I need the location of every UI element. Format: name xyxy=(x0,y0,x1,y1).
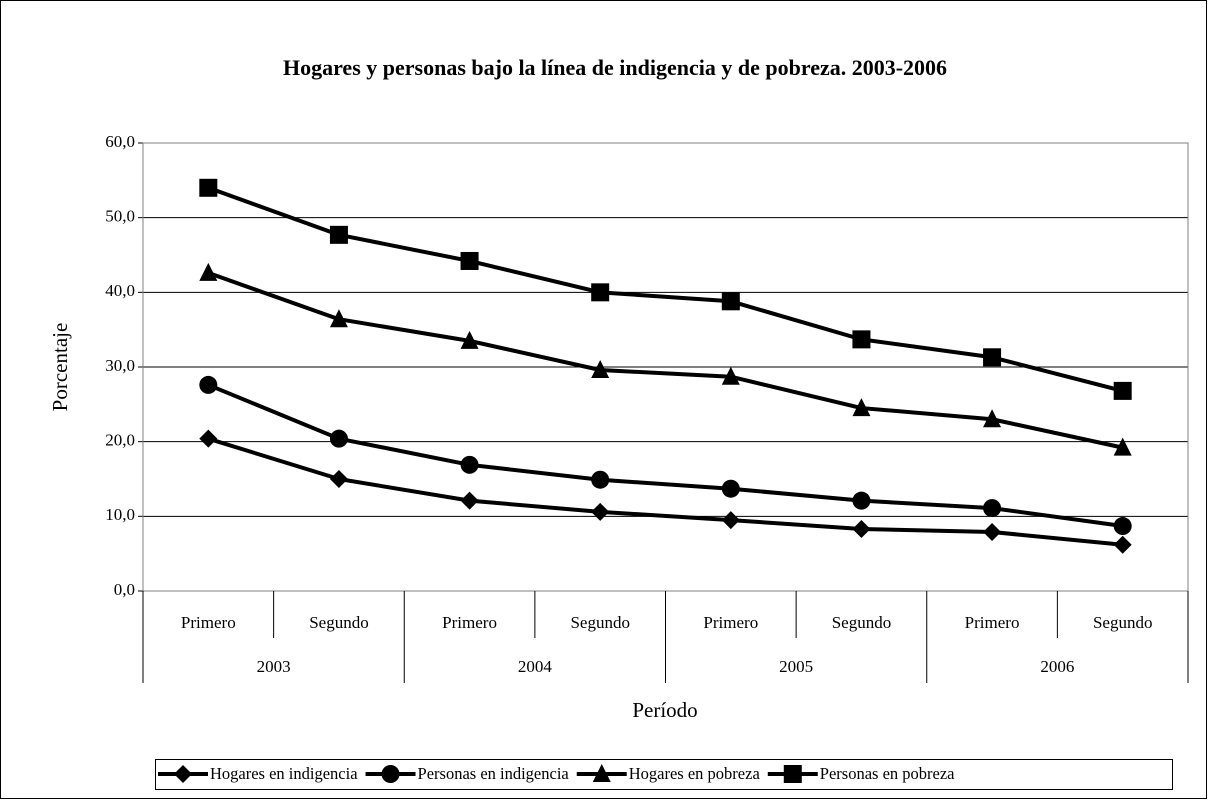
marker xyxy=(460,455,479,474)
marker xyxy=(591,359,610,378)
marker xyxy=(721,511,740,530)
x-tick-label: Segundo xyxy=(832,613,892,632)
y-axis-label: Porcentaje xyxy=(48,323,72,412)
marker xyxy=(199,262,218,281)
marker xyxy=(591,502,610,521)
legend-marker xyxy=(783,765,802,783)
x-tick-label: Segundo xyxy=(309,613,369,632)
marker xyxy=(199,375,218,394)
x-tick-label: Primero xyxy=(965,613,1020,632)
y-tick-label: 0,0 xyxy=(114,580,135,599)
x-group-label: 2005 xyxy=(779,657,813,676)
marker xyxy=(329,309,348,328)
x-group-label: 2004 xyxy=(518,657,553,676)
x-tick-label: Segundo xyxy=(1093,613,1153,632)
marker xyxy=(1113,437,1132,456)
x-axis-label: Período xyxy=(632,698,697,722)
marker xyxy=(852,330,871,349)
marker xyxy=(329,225,348,244)
x-group-label: 2003 xyxy=(257,657,291,676)
marker xyxy=(329,429,348,448)
marker xyxy=(983,348,1002,367)
marker xyxy=(1113,517,1132,536)
legend-label: Hogares en indigencia xyxy=(210,764,358,783)
series-line xyxy=(207,271,1124,450)
legend-label: Hogares en pobreza xyxy=(629,764,761,783)
marker xyxy=(983,409,1002,428)
legend-label: Personas en indigencia xyxy=(418,764,570,783)
series-line xyxy=(207,185,1124,393)
y-tick-label: 20,0 xyxy=(105,431,135,450)
marker xyxy=(460,251,479,270)
x-tick-label: Segundo xyxy=(570,613,630,632)
marker xyxy=(1113,381,1132,400)
x-group-label: 2006 xyxy=(1040,657,1074,676)
legend-label: Personas en pobreza xyxy=(820,764,955,783)
series-line xyxy=(207,383,1123,529)
marker xyxy=(983,523,1002,542)
marker xyxy=(199,178,218,197)
marker xyxy=(591,470,610,489)
marker xyxy=(852,491,871,510)
x-tick-label: Primero xyxy=(703,613,758,632)
x-tick-label: Primero xyxy=(181,613,236,632)
marker xyxy=(721,479,740,498)
marker xyxy=(329,470,348,488)
marker xyxy=(852,520,871,539)
x-tick-label: Primero xyxy=(442,613,497,632)
chart-title: Hogares y personas bajo la línea de indi… xyxy=(283,55,947,80)
y-tick-label: 60,0 xyxy=(105,132,135,151)
marker xyxy=(591,283,610,302)
marker xyxy=(199,429,218,448)
y-tick-label: 10,0 xyxy=(105,505,135,524)
marker xyxy=(721,292,740,311)
marker xyxy=(852,398,871,417)
marker xyxy=(983,499,1002,518)
y-tick-label: 50,0 xyxy=(105,207,135,226)
marker xyxy=(721,366,740,385)
series-line xyxy=(207,436,1123,547)
legend-marker xyxy=(592,764,611,782)
y-tick-label: 40,0 xyxy=(105,281,135,300)
marker xyxy=(460,491,479,510)
y-tick-label: 30,0 xyxy=(105,356,135,375)
marker xyxy=(1113,535,1132,554)
legend-marker xyxy=(381,765,400,783)
marker xyxy=(460,330,479,349)
legend-marker xyxy=(174,765,192,783)
legend-box xyxy=(155,759,1173,790)
